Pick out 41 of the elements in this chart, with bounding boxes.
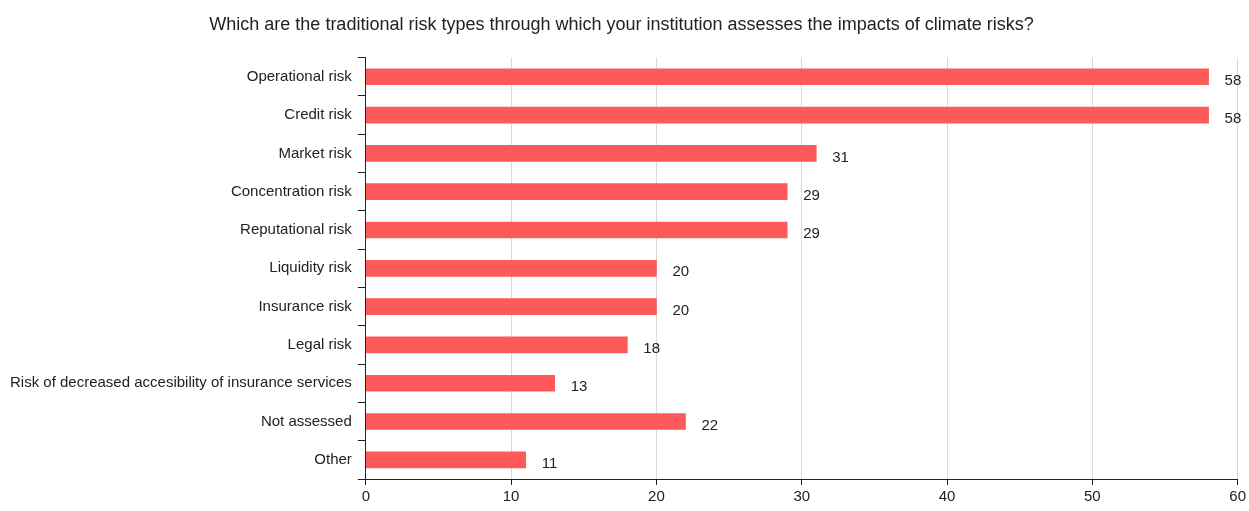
y-tick-label: Insurance risk: [258, 296, 353, 314]
data-label: 58: [1224, 109, 1242, 127]
x-tick-label: 50: [1084, 487, 1101, 505]
bar: [365, 413, 686, 430]
bar: [365, 451, 526, 469]
bar: [365, 374, 556, 392]
y-tick-label: Reputational risk: [240, 220, 353, 238]
bar: [365, 183, 788, 201]
y-tick-label: Operational risk: [246, 66, 353, 84]
data-label: 22: [701, 415, 719, 433]
x-tick-label: 0: [361, 487, 370, 505]
data-label: 20: [672, 300, 690, 318]
bar: [365, 106, 1209, 124]
y-tick-label: Legal risk: [287, 335, 353, 353]
x-tick-label: 30: [793, 487, 811, 505]
bar: [365, 336, 628, 354]
x-tick-label: 40: [938, 487, 956, 505]
data-label: 11: [541, 453, 558, 471]
data-label: 58: [1224, 70, 1242, 88]
y-tick-label: Liquidity risk: [269, 258, 353, 276]
y-tick-label: Credit risk: [284, 105, 353, 123]
bar: [365, 145, 817, 162]
x-tick-label: 60: [1229, 487, 1246, 505]
y-tick-label: Market risk: [278, 143, 353, 161]
chart-title: Which are the traditional risk types through which your institution assesses the impacts of climate risks?: [209, 13, 1034, 34]
x-tick-label: 20: [648, 487, 665, 505]
x-tick-label: 10: [502, 487, 520, 505]
data-label: 29: [803, 185, 820, 203]
data-label: 18: [643, 339, 661, 357]
y-tick-label: Concentration risk: [230, 181, 353, 199]
bar: [365, 221, 788, 239]
data-label: 13: [570, 377, 588, 395]
data-label: 29: [803, 224, 820, 242]
bar: [365, 259, 657, 277]
bar: [365, 298, 657, 315]
data-label: 31: [832, 147, 849, 165]
y-tick-label: Risk of decreased accesibility of insurance services: [9, 373, 352, 391]
data-label: 20: [672, 262, 690, 280]
bar: [365, 68, 1209, 86]
y-tick-label: Other: [314, 449, 352, 467]
y-tick-label: Not assessed: [260, 411, 352, 429]
